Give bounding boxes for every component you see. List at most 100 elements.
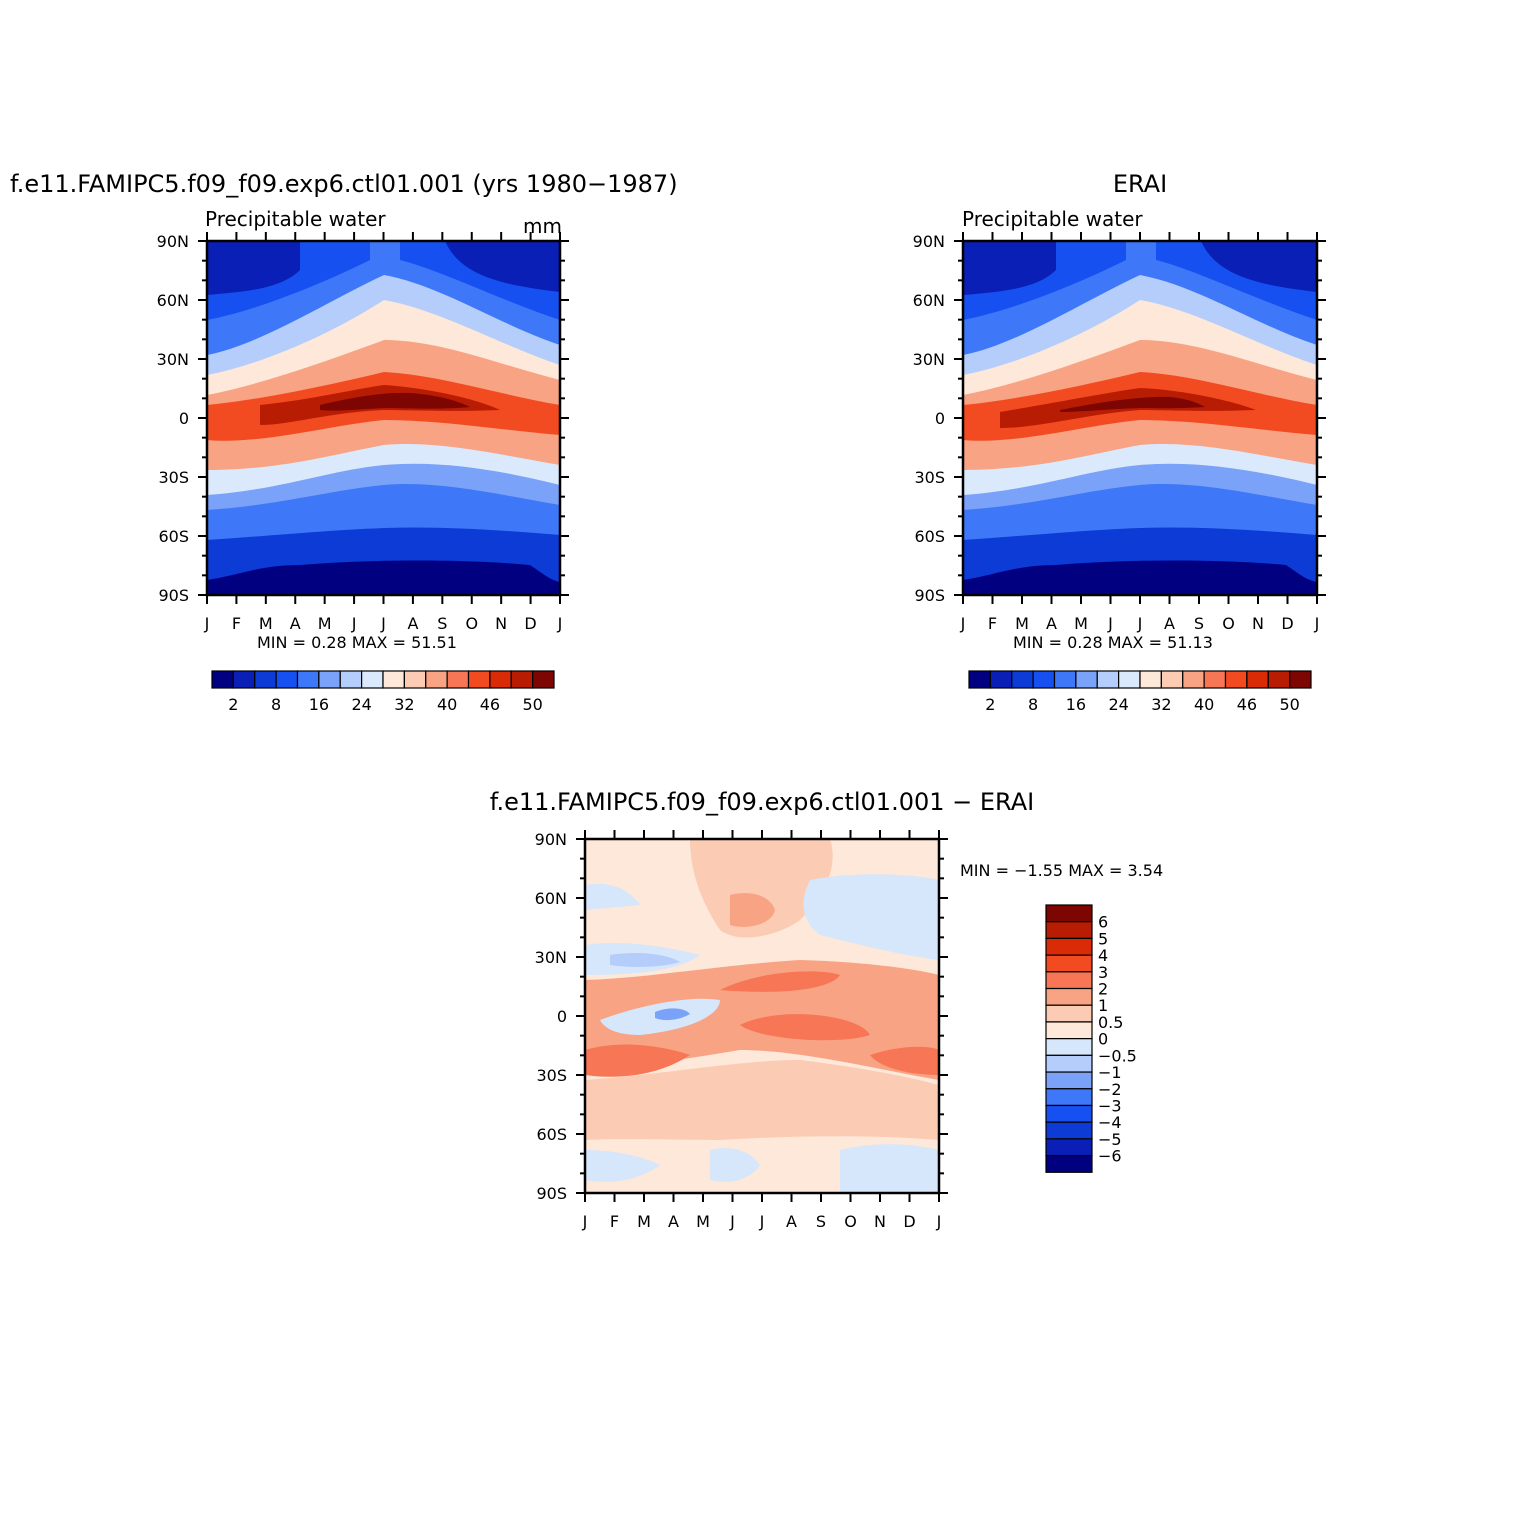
colorbar-label: −1 — [1098, 1063, 1122, 1082]
colorbar-label: 50 — [522, 695, 542, 714]
colorbar-box — [1096, 670, 1120, 689]
x-tick-label: J — [1137, 614, 1143, 633]
colorbar-box — [1032, 670, 1056, 689]
y-tick-label: 60N — [157, 291, 189, 310]
x-tick-label: M — [259, 614, 273, 633]
colorbar-box — [1267, 670, 1291, 689]
diff-region-eq-neg2 — [655, 1008, 690, 1021]
x-tick-label: M — [1074, 614, 1088, 633]
contour-band-nh-polar — [963, 241, 1317, 295]
colorbar-label: 40 — [437, 695, 457, 714]
colorbar-box — [467, 670, 491, 689]
colorbar-box — [1045, 1104, 1093, 1123]
colorbar-label: 50 — [1279, 695, 1299, 714]
colorbar-label: 8 — [271, 695, 281, 714]
min-max-part: MAX = — [1068, 861, 1127, 880]
panel-model-field — [207, 241, 560, 595]
colorbar-box — [1224, 670, 1248, 689]
colorbar-h-0: 2 8 16 24 32 40 46 50 — [211, 670, 555, 714]
colorbar-box — [382, 670, 405, 689]
panel-diff-field — [585, 839, 939, 1193]
x-tick-label: N — [1252, 614, 1264, 633]
x-tick-label: S — [437, 614, 447, 633]
diff-region-nh-neg2 — [585, 883, 640, 910]
y-tick-label: 60S — [914, 527, 945, 546]
colorbar-box — [1160, 670, 1184, 689]
colorbar-box — [1075, 670, 1098, 689]
colorbar-box — [1045, 904, 1093, 923]
colorbar-box — [1045, 1088, 1093, 1107]
colorbar-box — [254, 670, 277, 689]
x-tick-label: J — [582, 1212, 588, 1231]
x-tick-label: J — [380, 614, 386, 633]
colorbar-label: 0.5 — [1098, 1013, 1123, 1032]
contour-band-eq-max — [320, 392, 470, 411]
colorbar-box — [1045, 1004, 1093, 1023]
x-tick-label: J — [1107, 614, 1113, 633]
colorbar-box — [1045, 971, 1093, 990]
colorbar-box — [1289, 670, 1312, 689]
contour-band-sh-polar — [963, 560, 1317, 595]
diff-region-sub-neg2 — [610, 952, 680, 967]
colorbar-box — [211, 670, 234, 689]
diff-region-nh-neg — [803, 874, 939, 960]
y-tick-label: 0 — [179, 409, 189, 428]
panel-diff-title: f.e11.FAMIPC5.f09_f09.exp6.ctl01.001 − E… — [490, 788, 1034, 816]
y-tick-label: 30S — [158, 468, 189, 487]
colorbar-box — [296, 670, 320, 689]
colorbar-box — [1045, 1054, 1093, 1073]
panel-obs: ERAI Precipitable water — [962, 170, 1317, 595]
panel-model: f.e11.FAMIPC5.f09_f09.exp6.ctl01.001 (yr… — [10, 170, 678, 595]
colorbar-label: 46 — [1237, 695, 1257, 714]
min-max-part: MIN = — [960, 861, 1014, 880]
colorbar-box — [1053, 670, 1077, 689]
colorbar-box — [318, 670, 341, 689]
min-max-part: −1.55 — [1014, 861, 1068, 880]
colorbar-box — [989, 670, 1013, 689]
x-tick-label: J — [960, 614, 966, 633]
min-max-part: 0.28 — [1067, 633, 1108, 652]
colorbar-box — [232, 670, 256, 689]
min-max-part: 51.51 — [411, 633, 457, 652]
y-tick-label: 30N — [913, 350, 945, 369]
colorbar-box — [1045, 1021, 1093, 1040]
y-tick-label: 90N — [535, 830, 567, 849]
min-max-readout: MIN = 0.28 MAX = 51.13 — [1013, 633, 1213, 652]
x-tick-label: F — [610, 1212, 619, 1231]
colorbar-box — [1139, 670, 1162, 689]
colorbar-box — [489, 670, 512, 689]
x-tick-label: J — [759, 1212, 765, 1231]
x-tick-label: J — [351, 614, 357, 633]
x-tick-label: A — [407, 614, 418, 633]
y-tick-label: 60S — [158, 527, 189, 546]
colorbar-box — [1182, 670, 1205, 689]
x-tick-label: M — [318, 614, 332, 633]
contour-band-eq-max — [1060, 396, 1205, 412]
y-tick-label: 30N — [535, 948, 567, 967]
colorbar-box — [1118, 670, 1141, 689]
x-tick-label: N — [874, 1212, 886, 1231]
colorbar-label: 6 — [1098, 913, 1108, 932]
x-tick-label: M — [696, 1212, 710, 1231]
colorbar-box — [425, 670, 448, 689]
x-tick-label: A — [668, 1212, 679, 1231]
y-tick-label: 60N — [913, 291, 945, 310]
min-max-part: MIN = — [1013, 633, 1067, 652]
x-tick-label: S — [1194, 614, 1204, 633]
colorbar-label: 2 — [1098, 980, 1108, 999]
colorbar-box — [510, 670, 534, 689]
colorbar-label: −6 — [1098, 1147, 1122, 1166]
y-tick-label: 90N — [913, 232, 945, 251]
colorbar-box — [1045, 987, 1093, 1006]
x-tick-label: O — [465, 614, 478, 633]
x-tick-label: M — [1015, 614, 1029, 633]
colorbar-label: −4 — [1098, 1113, 1122, 1132]
diff-region-sh-pos — [585, 1060, 939, 1140]
colorbar-label: 24 — [1108, 695, 1128, 714]
colorbar-box — [1011, 670, 1034, 689]
